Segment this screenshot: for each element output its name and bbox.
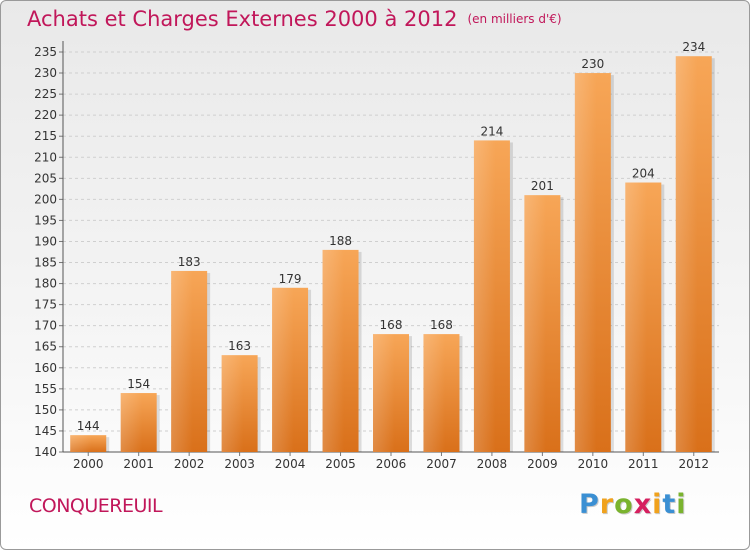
bar-value-label: 230 — [581, 57, 604, 71]
x-tick-label: 2005 — [325, 457, 356, 471]
bar-highlight — [221, 355, 258, 452]
bar-highlight — [373, 334, 409, 452]
logo-letter: P — [579, 489, 600, 520]
unit-label: (en milliers d'€) — [467, 12, 562, 26]
x-tick-label: 2007 — [426, 457, 457, 471]
bar-highlight — [70, 435, 107, 452]
bar-value-label: 201 — [531, 179, 554, 193]
bar-value-label: 163 — [228, 339, 251, 353]
y-tick-label: 215 — [34, 129, 57, 143]
y-tick-label: 205 — [34, 171, 57, 185]
y-tick-label: 195 — [34, 213, 57, 227]
y-tick-label: 235 — [34, 45, 57, 59]
x-tick-label: 2009 — [527, 457, 558, 471]
y-tick-label: 225 — [34, 87, 57, 101]
bar-value-label: 234 — [682, 40, 705, 54]
bar-value-label: 168 — [430, 318, 453, 332]
y-tick-label: 180 — [34, 277, 57, 291]
x-tick-label: 2012 — [678, 457, 709, 471]
commune-name: CONQUEREUIL — [29, 495, 163, 517]
bar-value-label: 179 — [279, 272, 302, 286]
bar-highlight — [322, 249, 359, 452]
y-tick-label: 150 — [34, 403, 57, 417]
x-tick-label: 2000 — [73, 457, 104, 471]
logo-letter: i — [652, 489, 663, 520]
x-tick-label: 2001 — [123, 457, 154, 471]
y-tick-label: 145 — [34, 424, 57, 438]
y-tick-label: 220 — [34, 108, 57, 122]
chart-title: Achats et Charges Externes 2000 à 2012 (e… — [27, 7, 562, 31]
x-tick-label: 2011 — [628, 457, 659, 471]
y-tick-label: 200 — [34, 192, 57, 206]
logo-letter: i — [676, 489, 687, 520]
y-tick-label: 170 — [34, 319, 57, 333]
y-tick-label: 210 — [34, 150, 57, 164]
x-tick-label: 2010 — [578, 457, 609, 471]
bar-value-label: 183 — [178, 255, 201, 269]
proxiti-logo: Proxiti — [579, 489, 687, 520]
bar-highlight — [625, 182, 662, 453]
y-tick-label: 155 — [34, 382, 57, 396]
bar-value-label: 144 — [77, 419, 100, 433]
bar-highlight — [574, 73, 611, 452]
bar-value-label: 154 — [127, 377, 150, 391]
bar-value-label: 214 — [480, 124, 503, 138]
y-tick-label: 140 — [34, 445, 57, 459]
x-tick-label: 2006 — [376, 457, 407, 471]
bar-value-label: 188 — [329, 234, 352, 248]
x-tick-label: 2004 — [275, 457, 306, 471]
bar-highlight — [171, 270, 208, 452]
y-tick-label: 165 — [34, 340, 57, 354]
y-tick-label: 190 — [34, 234, 57, 248]
bar-highlight — [423, 334, 460, 452]
x-tick-label: 2008 — [477, 457, 508, 471]
y-tick-label: 230 — [34, 66, 57, 80]
x-tick-label: 2002 — [174, 457, 205, 471]
logo-letter: o — [614, 489, 634, 520]
y-tick-label: 175 — [34, 298, 57, 312]
title-text: Achats et Charges Externes 2000 à 2012 — [27, 7, 458, 31]
bar-value-label: 204 — [632, 167, 655, 181]
bar-highlight — [524, 195, 561, 452]
bar-highlight — [272, 287, 309, 452]
x-tick-label: 2003 — [224, 457, 255, 471]
bar-highlight — [675, 56, 712, 453]
logo-letter: r — [599, 489, 615, 520]
logo-letter: x — [633, 489, 653, 520]
bar-highlight — [120, 393, 157, 452]
bar-value-label: 168 — [380, 318, 403, 332]
y-tick-label: 185 — [34, 256, 57, 270]
y-tick-label: 160 — [34, 361, 57, 375]
bar-highlight — [473, 140, 510, 452]
logo-letter: t — [662, 489, 677, 520]
